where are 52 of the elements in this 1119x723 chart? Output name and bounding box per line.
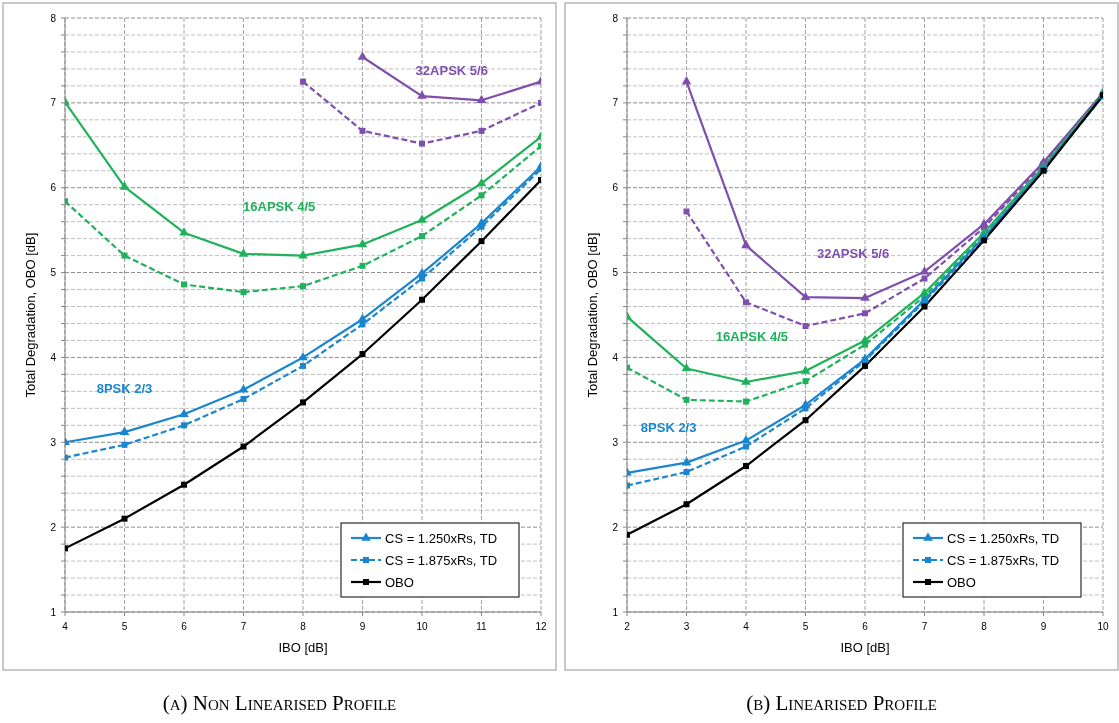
annotation: 8PSK 2/3 — [640, 420, 697, 436]
x-tick-label: 8 — [981, 621, 988, 632]
x-tick-label: 5 — [802, 621, 809, 632]
annotation: 16APSK 4/5 — [715, 328, 789, 344]
x-tick-label: 9 — [359, 621, 366, 632]
text: (a) Non Linearised Profile — [162, 691, 397, 715]
x-tick-label: 9 — [1040, 621, 1047, 632]
legend-label: CS = 1.875xRs, TD — [947, 552, 1060, 568]
y-tick-label: 4 — [50, 351, 57, 363]
y-tick-label: 8 — [50, 12, 57, 24]
y-tick-label: 3 — [50, 436, 57, 448]
x-tick-label: 11 — [476, 621, 488, 632]
y-tick-label: 5 — [50, 267, 57, 279]
y-tick-label: 1 — [50, 606, 57, 618]
y-axis-title: Total Degradation, OBO [dB] — [23, 232, 38, 398]
x-tick-label: 7 — [240, 621, 247, 632]
annotation: 32APSK 5/6 — [415, 63, 488, 79]
y-axis-title: Total Degradation, OBO [dB] — [585, 232, 600, 398]
x-tick-label: 12 — [535, 621, 547, 632]
x-axis-title: IBO [dB] — [840, 640, 890, 655]
x-tick-label: 7 — [921, 621, 928, 632]
y-tick-label: 3 — [612, 436, 619, 448]
y-tick-label: 2 — [612, 521, 619, 533]
y-tick-label: 6 — [50, 182, 57, 194]
annotation: 32APSK 5/6 — [816, 246, 890, 262]
x-tick-label: 2 — [624, 621, 631, 632]
x-tick-label: 6 — [181, 621, 188, 632]
x-tick-label: 4 — [743, 621, 750, 632]
x-tick-label: 8 — [300, 621, 307, 632]
y-tick-label: 5 — [612, 267, 619, 279]
legend-label: OBO — [385, 574, 414, 590]
annotation: 8PSK 2/3 — [96, 381, 153, 397]
y-tick-label: 4 — [612, 351, 619, 363]
x-tick-label: 4 — [62, 621, 69, 632]
x-tick-label: 6 — [862, 621, 869, 632]
y-tick-label: 1 — [612, 606, 619, 618]
annotation: 16APSK 4/5 — [243, 198, 316, 214]
y-tick-label: 6 — [612, 182, 619, 194]
y-tick-label: 8 — [612, 12, 619, 24]
x-tick-label: 3 — [683, 621, 690, 632]
legend-label: CS = 1.250xRs, TD — [385, 530, 498, 546]
legend-label: CS = 1.250xRs, TD — [947, 530, 1060, 546]
y-tick-label: 7 — [612, 97, 619, 109]
legend-label: CS = 1.875xRs, TD — [385, 552, 498, 568]
x-axis-title: IBO [dB] — [278, 640, 328, 655]
x-tick-label: 10 — [416, 621, 428, 632]
x-tick-label: 5 — [121, 621, 128, 632]
y-tick-label: 2 — [50, 521, 57, 533]
y-tick-label: 7 — [50, 97, 57, 109]
text: (b) Linearised Profile — [746, 691, 937, 715]
legend-label: OBO — [947, 574, 976, 590]
x-tick-label: 10 — [1097, 621, 1109, 632]
